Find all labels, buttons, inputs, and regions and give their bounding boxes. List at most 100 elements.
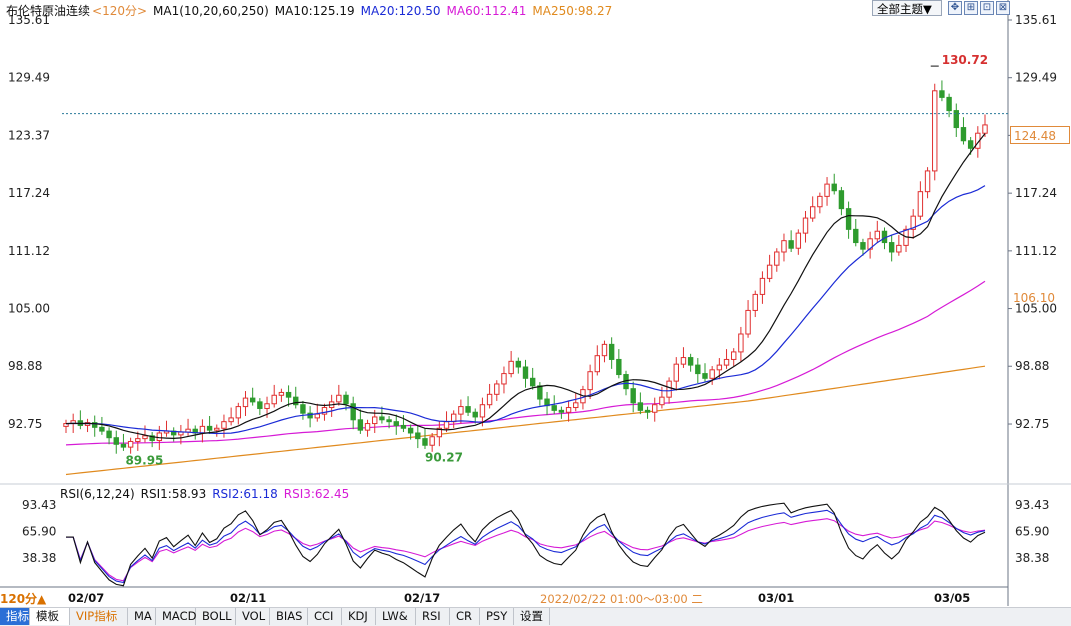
candle-body [257, 401, 263, 409]
period-tag[interactable]: 120分▲ [0, 592, 47, 606]
candle-body [407, 427, 414, 434]
candle-body [573, 402, 579, 409]
candle-body [802, 217, 809, 234]
ma20-line [65, 185, 986, 435]
price-tick-label-left: 111.12 [8, 244, 50, 258]
candle-body [659, 396, 665, 406]
tab-vol[interactable]: VOL [236, 608, 270, 625]
candle-body [278, 391, 285, 396]
candle-body [917, 191, 924, 217]
ma10-value: MA10:125.19 [274, 4, 355, 18]
ma-settings[interactable]: MA1(10,20,60,250) [153, 4, 269, 18]
candle-body [522, 366, 529, 379]
expand-icon[interactable]: ✥ [948, 1, 962, 15]
price-tick-label-left: 123.37 [8, 128, 50, 142]
date-label: 02/11 [230, 591, 267, 605]
tab-templates[interactable]: 模板 [30, 608, 70, 625]
candle-body [838, 190, 845, 210]
candle-body [372, 416, 378, 425]
candle-body [113, 437, 119, 445]
candle-body [551, 405, 557, 411]
candle-body [249, 397, 256, 403]
candle-body [982, 124, 988, 134]
rsi-title[interactable]: RSI(6,12,24) [60, 487, 135, 501]
tab-cr[interactable]: CR [450, 608, 480, 625]
candle-body [472, 411, 478, 418]
price-tick-label-right: 117.24 [1015, 186, 1057, 200]
rsi3-value: RSI3:62.45 [283, 487, 350, 501]
candle-body [637, 402, 644, 411]
tab-vip-indicators[interactable]: VIP指标 [70, 608, 128, 625]
candle-body [967, 140, 974, 149]
candle-body [824, 183, 830, 197]
candle-body [565, 407, 572, 413]
candle-body [601, 343, 608, 357]
tab-boll[interactable]: BOLL [196, 608, 236, 625]
candle-body [357, 419, 364, 431]
rsi-tick-label-right: 65.90 [1015, 524, 1049, 538]
axis-lines [0, 0, 1071, 606]
candle-body [465, 406, 471, 413]
pin-icon[interactable]: ⊡ [980, 1, 994, 15]
tab-indicators[interactable]: 指标 [0, 608, 30, 625]
candle-body [766, 264, 773, 279]
tab-kdj[interactable]: KDJ [342, 608, 376, 625]
candle-body [515, 360, 522, 368]
candle-body [888, 242, 895, 253]
candle-body [781, 240, 787, 253]
ma250-path [65, 365, 986, 476]
candle-body [221, 421, 227, 429]
tab-cci[interactable]: CCI [308, 608, 342, 625]
candle-body [687, 357, 694, 366]
ma10-path [65, 133, 986, 440]
price-tick-label-left: 105.00 [8, 302, 50, 316]
candle-body [702, 373, 708, 379]
candle-body [853, 228, 859, 244]
theme-selector-button[interactable]: 全部主题▼ [872, 0, 942, 16]
candle-body [99, 426, 105, 432]
price-tick-label-left: 117.24 [8, 186, 50, 200]
tab-psy[interactable]: PSY [480, 608, 514, 625]
ma20-value: MA20:120.50 [360, 4, 441, 18]
candle-body [774, 251, 780, 266]
candle-body [307, 412, 313, 419]
price-tick-label-right: 129.49 [1015, 71, 1057, 85]
candle-body [752, 293, 758, 311]
rsi-tick-label-left: 93.43 [22, 498, 56, 512]
candle-body [716, 364, 723, 371]
price-tick-label-left: 135.61 [8, 13, 50, 27]
candle-body [795, 232, 802, 249]
candle-body [400, 424, 407, 429]
candle-body [271, 394, 277, 405]
tab-rsi[interactable]: RSI [416, 608, 450, 625]
tab-macd[interactable]: MACD [156, 608, 196, 625]
candle-body [932, 90, 938, 172]
rsi3-line [66, 518, 986, 582]
rsi1-value: RSI1:58.93 [140, 487, 207, 501]
period-label[interactable]: <120分> [92, 4, 148, 18]
candle-body [673, 363, 679, 382]
price-tick-label-right: 111.12 [1015, 244, 1057, 258]
candle-body [120, 443, 127, 448]
candle-body [788, 240, 794, 249]
date-label: 02/17 [404, 591, 441, 605]
candle-body [135, 438, 141, 442]
candle-body [422, 438, 428, 446]
tab-ma[interactable]: MA [128, 608, 156, 625]
crosshair-icon[interactable]: ⊞ [964, 1, 978, 15]
candle-body [587, 371, 593, 391]
candle-body [228, 417, 234, 423]
indicator-header: 布伦特原油连续 <120分> MA1(10,20,60,250) MA10:125.1… [6, 2, 618, 19]
date-label: 03/05 [934, 591, 971, 605]
price-tick-label-right: 98.88 [1015, 359, 1049, 373]
tab-settings[interactable]: 设置 [514, 608, 550, 625]
tab-lw[interactable]: LW& [376, 608, 416, 625]
tab-bias[interactable]: BIAS [270, 608, 308, 625]
candle-body [960, 127, 967, 142]
candle-body [242, 397, 249, 408]
close-icon[interactable]: ⊠ [996, 1, 1010, 15]
candle-body [458, 406, 464, 415]
candle-body [436, 427, 443, 438]
ma250-value: MA250:98.27 [532, 4, 613, 18]
